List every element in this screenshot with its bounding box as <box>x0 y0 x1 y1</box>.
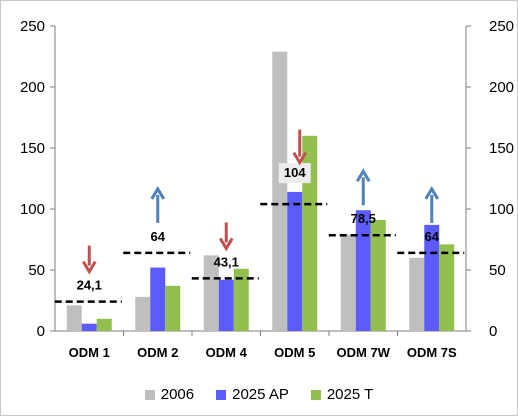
arrow-head-down-odm-4 <box>218 237 234 252</box>
bar-2025-ap-odm-7w <box>355 210 371 331</box>
bar-2006-odm-4 <box>203 255 219 331</box>
bar-2025-ap-odm-2 <box>150 267 166 331</box>
arrow-head-up-odm-7s <box>424 186 440 200</box>
bar-2006-odm-5 <box>272 51 288 332</box>
bar-2006-odm-2 <box>135 296 151 331</box>
bar-2025-t-odm-5 <box>302 135 318 331</box>
target-label-bg-odm-5 <box>278 163 311 184</box>
x-tick-label-odm-7s: ODM 7S <box>407 345 457 360</box>
target-label-odm-4: 43,1 <box>214 254 239 269</box>
y-tick-label-right: 150 <box>489 140 514 157</box>
y-tick-label-right: 200 <box>489 79 514 96</box>
bar-2006-odm-1 <box>66 305 82 331</box>
arrow-head-up-odm-2 <box>150 186 166 200</box>
bar-2025-ap-odm-7s <box>424 224 440 331</box>
legend-item-2025-ap: 2025 AP <box>216 386 289 403</box>
arrow-head-up-odm-7w <box>355 168 371 183</box>
y-tick-label-right: 0 <box>489 323 497 340</box>
y-tick-label-right: 100 <box>489 201 514 218</box>
x-tick-label-odm-2: ODM 2 <box>137 345 178 360</box>
legend-swatch-2025-t <box>310 389 321 400</box>
arrow-head-down-odm-5 <box>292 151 308 166</box>
y-tick-label-left: 50 <box>28 262 45 279</box>
bar-2025-t-odm-1 <box>96 318 112 331</box>
x-tick-label-odm-4: ODM 4 <box>206 345 248 360</box>
bar-chart: 0 50 100 150 200 250 0 50 100 150 200 250 24,1 ODM 1 6… <box>20 18 514 360</box>
y-tick-label-left: 250 <box>20 18 45 35</box>
bar-2025-t-odm-7s <box>439 244 455 331</box>
y-tick-label-left: 100 <box>20 201 45 218</box>
legend-swatch-2006 <box>144 389 155 400</box>
arrow-head-down-odm-1 <box>81 260 97 275</box>
target-label-odm-2: 64 <box>151 229 166 244</box>
target-label-odm-7w: 78,5 <box>351 211 376 226</box>
legend-item-2006: 2006 <box>144 386 195 403</box>
x-tick-label-odm-7w: ODM 7W <box>337 345 391 360</box>
bar-2025-t-odm-2 <box>165 285 181 331</box>
bar-2025-ap-odm-1 <box>81 323 97 331</box>
x-tick-label-odm-5: ODM 5 <box>274 345 315 360</box>
y-tick-label-right: 50 <box>489 262 506 279</box>
legend-item-2025-t: 2025 T <box>310 386 374 403</box>
legend-label-2006: 2006 <box>160 386 195 403</box>
bar-2006-odm-7s <box>409 257 425 331</box>
chart-legend: 2006 2025 AP 2025 T <box>0 386 518 403</box>
bar-2006-odm-7w <box>340 234 356 331</box>
y-tick-label-left: 200 <box>20 79 45 96</box>
bar-2025-t-odm-4 <box>233 268 249 331</box>
legend-label-2025-t: 2025 T <box>326 386 374 403</box>
target-label-odm-7s: 64 <box>425 229 440 244</box>
x-tick-label-odm-1: ODM 1 <box>69 345 110 360</box>
legend-swatch-2025-ap <box>216 389 227 400</box>
bar-2025-ap-odm-4 <box>218 279 234 331</box>
target-label-odm-1: 24,1 <box>77 278 102 293</box>
legend-label-2025-ap: 2025 AP <box>232 386 289 403</box>
y-tick-label-left: 0 <box>37 323 45 340</box>
y-tick-label-left: 150 <box>20 140 45 157</box>
target-label-odm-5: 104 <box>284 165 306 180</box>
y-tick-label-right: 250 <box>489 18 514 35</box>
bar-2025-ap-odm-5 <box>287 191 303 331</box>
bar-2025-t-odm-7w <box>370 219 386 331</box>
